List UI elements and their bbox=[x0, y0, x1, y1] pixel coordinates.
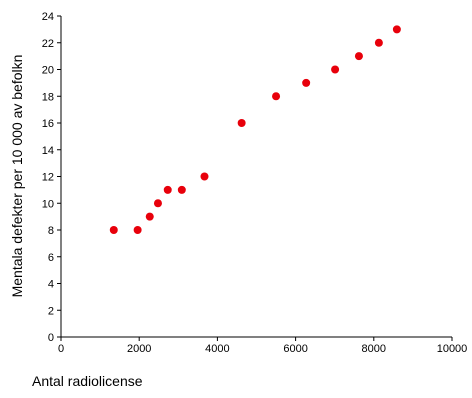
x-axis: 0 2000 4000 6000 8000 10000 bbox=[58, 337, 467, 355]
data-point bbox=[302, 78, 311, 87]
data-point bbox=[109, 226, 118, 234]
data-point bbox=[272, 92, 281, 101]
data-point bbox=[354, 52, 363, 61]
y-tick-label: 24 bbox=[42, 11, 54, 23]
y-tick-label: 20 bbox=[42, 65, 54, 77]
y-axis-label: Mentala defekter per 10 000 av befolkn bbox=[9, 55, 25, 298]
x-tick-label: 2000 bbox=[127, 343, 151, 355]
x-tick-label: 0 bbox=[58, 343, 64, 355]
data-points bbox=[109, 25, 401, 234]
y-tick-label: 0 bbox=[48, 332, 54, 344]
data-point bbox=[237, 119, 246, 127]
y-tick-label: 16 bbox=[42, 118, 54, 130]
data-point bbox=[374, 38, 383, 47]
y-tick-label: 12 bbox=[42, 172, 54, 184]
y-tick-label: 4 bbox=[48, 279, 54, 291]
data-point bbox=[163, 185, 172, 194]
data-point bbox=[153, 199, 162, 208]
x-axis-label: Antal radiolicense bbox=[32, 373, 143, 389]
data-point bbox=[177, 185, 186, 194]
x-tick-label: 6000 bbox=[283, 343, 307, 355]
y-tick-label: 6 bbox=[48, 252, 54, 264]
y-tick-label: 8 bbox=[48, 225, 54, 237]
x-tick-label: 8000 bbox=[362, 343, 386, 355]
y-tick-label: 10 bbox=[42, 198, 54, 210]
y-tick-label: 2 bbox=[48, 305, 54, 317]
y-tick-label: 22 bbox=[42, 38, 54, 50]
data-point bbox=[145, 212, 154, 221]
data-point bbox=[133, 226, 142, 234]
data-point bbox=[392, 25, 401, 34]
x-tick-label: 10000 bbox=[437, 343, 468, 355]
data-point bbox=[331, 65, 340, 74]
y-tick-label: 18 bbox=[42, 91, 54, 103]
y-tick-label: 14 bbox=[42, 145, 54, 157]
data-point bbox=[200, 172, 209, 181]
x-tick-label: 4000 bbox=[205, 343, 229, 355]
plot-frame bbox=[60, 16, 452, 338]
